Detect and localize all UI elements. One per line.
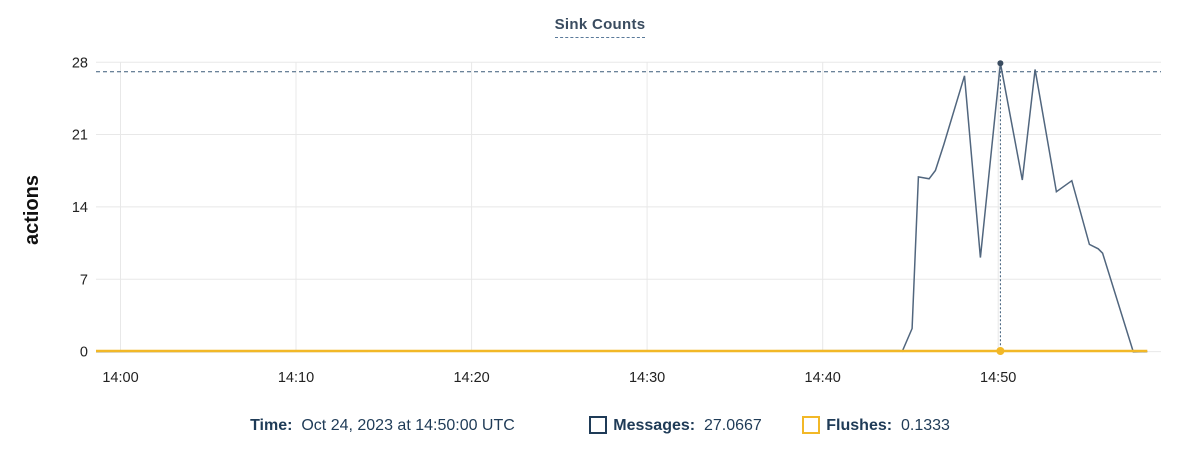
svg-text:14:20: 14:20	[453, 370, 489, 386]
svg-text:14:30: 14:30	[629, 370, 665, 386]
svg-text:14:10: 14:10	[278, 370, 314, 386]
svg-text:21: 21	[72, 128, 88, 144]
svg-text:14: 14	[72, 200, 88, 216]
svg-text:0: 0	[80, 345, 88, 361]
svg-text:14:50: 14:50	[980, 370, 1016, 386]
svg-text:14:00: 14:00	[102, 370, 138, 386]
svg-text:7: 7	[80, 272, 88, 288]
svg-text:14:40: 14:40	[805, 370, 841, 386]
svg-text:actions: actions	[21, 175, 43, 245]
svg-text:28: 28	[72, 55, 88, 71]
